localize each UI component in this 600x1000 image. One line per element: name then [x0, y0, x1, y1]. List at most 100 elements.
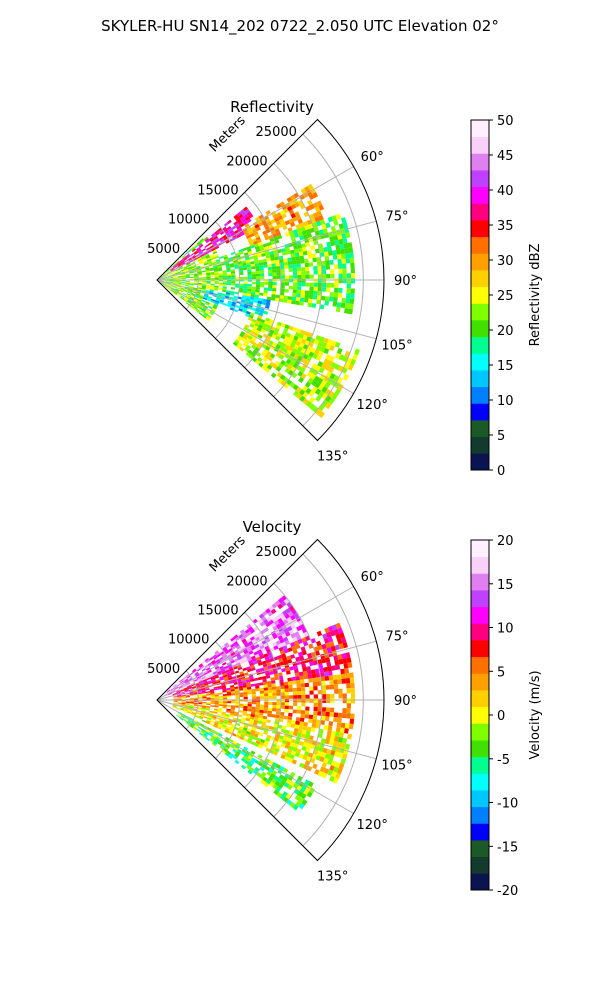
- radar-cell: [187, 711, 192, 714]
- radar-cell: [231, 639, 237, 644]
- radar-cell: [265, 255, 271, 259]
- radar-cell: [263, 730, 269, 735]
- radar-cell: [250, 714, 255, 718]
- radar-cell: [198, 726, 203, 730]
- radar-cell: [177, 683, 182, 687]
- azimuth-tick-label: 135°: [317, 450, 348, 465]
- radar-cell: [173, 280, 178, 282]
- radar-cell: [341, 217, 347, 224]
- radar-cell: [243, 206, 249, 212]
- radar-cell: [191, 713, 196, 716]
- radar-cell: [188, 689, 193, 692]
- radar-cell: [263, 233, 269, 238]
- radar-cell: [305, 694, 310, 699]
- radar-cell: [290, 234, 296, 239]
- radar-cell: [296, 328, 302, 334]
- radar-cell: [288, 688, 293, 692]
- radar-cell: [192, 686, 197, 690]
- radar-cell: [251, 276, 257, 280]
- radar-cell: [210, 705, 215, 707]
- radar-cell: [197, 691, 202, 694]
- radar-cell: [291, 339, 297, 345]
- radar-cell: [252, 238, 257, 243]
- radar-cell: [163, 285, 167, 288]
- radar-cell: [350, 288, 355, 294]
- radar-cell: [194, 244, 199, 249]
- radar-cell: [204, 312, 209, 316]
- radar-cell: [278, 738, 283, 743]
- radar-cell: [200, 684, 205, 687]
- radar-cell: [334, 772, 341, 779]
- radar-cell: [289, 278, 294, 283]
- radar-cell: [262, 776, 268, 782]
- radar-cell: [278, 658, 284, 663]
- radar-cell: [284, 705, 289, 710]
- radar-cell: [163, 271, 167, 275]
- radar-cell: [281, 725, 287, 730]
- radar-cell: [201, 287, 206, 290]
- radar-cell: [181, 254, 185, 259]
- radar-cell: [177, 278, 182, 280]
- radar-cell: [189, 283, 194, 285]
- radar-cell: [257, 618, 264, 624]
- radar-cell: [288, 285, 294, 290]
- radar-cell: [183, 719, 188, 723]
- radar-cell: [247, 274, 252, 277]
- radar-cell: [222, 289, 227, 293]
- radar-cell: [169, 289, 174, 293]
- radar-cell: [259, 309, 265, 314]
- radar-cell: [244, 753, 249, 758]
- radar-cell: [252, 228, 258, 233]
- radar-cell: [307, 652, 313, 659]
- radar-cell: [217, 685, 222, 689]
- radar-cell: [165, 281, 170, 283]
- radar-cell: [244, 216, 250, 221]
- radar-cell: [246, 666, 251, 670]
- radar-cell: [236, 234, 242, 239]
- radar-cell: [168, 284, 173, 287]
- radar-cell: [330, 730, 336, 737]
- radar-cell: [250, 321, 256, 326]
- radar-cell: [239, 673, 245, 677]
- radar-cell: [332, 250, 337, 256]
- radar-cell: [205, 687, 210, 690]
- radar-cell: [230, 669, 235, 674]
- radar-cell: [278, 354, 285, 360]
- radar-cell: [263, 743, 268, 748]
- radar-cell: [241, 218, 247, 224]
- radar-cell: [235, 304, 240, 309]
- radar-cell: [294, 631, 300, 637]
- radar-cell: [345, 258, 351, 264]
- radar-cell: [177, 694, 182, 696]
- radar-cell: [186, 722, 190, 726]
- radar-cell: [181, 276, 186, 278]
- radar-cell: [225, 644, 230, 649]
- radar-cell: [228, 729, 234, 733]
- colorbar-tick-label: -10: [497, 797, 518, 812]
- radar-cell: [263, 293, 268, 297]
- radar-cell: [304, 779, 311, 786]
- radar-cell: [299, 655, 305, 661]
- radar-cell: [216, 669, 221, 673]
- radar-cell: [247, 762, 253, 768]
- radar-cell: [284, 691, 289, 696]
- radar-cell: [177, 282, 182, 284]
- radar-cell: [300, 267, 306, 272]
- radar-cell: [317, 384, 325, 391]
- radar-cell: [275, 262, 280, 267]
- radar-cell: [183, 677, 188, 682]
- radar-cell: [312, 681, 318, 687]
- radar-cell: [234, 643, 240, 648]
- radar-cell: [260, 281, 265, 285]
- radar-cell: [246, 623, 252, 629]
- radar-cell: [339, 632, 345, 639]
- radar-cell: [246, 266, 252, 270]
- radar-cell: [237, 259, 242, 263]
- radar-cell: [176, 287, 181, 290]
- radar-cell: [179, 289, 184, 292]
- radar-cell: [302, 250, 308, 256]
- radar-cell: [337, 627, 344, 634]
- radar-cell: [281, 739, 287, 745]
- radar-cell: [338, 287, 343, 293]
- radar-cell: [221, 652, 226, 657]
